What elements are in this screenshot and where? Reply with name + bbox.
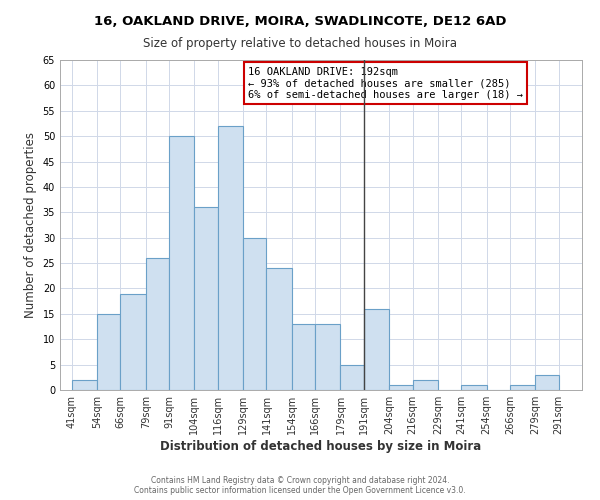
Bar xyxy=(218,126,243,390)
Bar xyxy=(340,364,364,390)
Text: 16 OAKLAND DRIVE: 192sqm
← 93% of detached houses are smaller (285)
6% of semi-d: 16 OAKLAND DRIVE: 192sqm ← 93% of detach… xyxy=(248,66,523,100)
Bar xyxy=(315,324,340,390)
Bar xyxy=(146,258,169,390)
Bar xyxy=(169,136,194,390)
X-axis label: Distribution of detached houses by size in Moira: Distribution of detached houses by size … xyxy=(160,440,482,453)
Text: Size of property relative to detached houses in Moira: Size of property relative to detached ho… xyxy=(143,38,457,51)
Bar xyxy=(510,385,535,390)
Bar xyxy=(535,375,559,390)
Bar xyxy=(121,294,146,390)
Text: Contains HM Land Registry data © Crown copyright and database right 2024.
Contai: Contains HM Land Registry data © Crown c… xyxy=(134,476,466,495)
Bar xyxy=(97,314,121,390)
Bar xyxy=(389,385,413,390)
Bar xyxy=(413,380,438,390)
Bar xyxy=(266,268,292,390)
Bar xyxy=(243,238,266,390)
Text: 16, OAKLAND DRIVE, MOIRA, SWADLINCOTE, DE12 6AD: 16, OAKLAND DRIVE, MOIRA, SWADLINCOTE, D… xyxy=(94,15,506,28)
Bar xyxy=(194,207,218,390)
Bar xyxy=(461,385,487,390)
Bar xyxy=(292,324,315,390)
Bar xyxy=(364,309,389,390)
Bar xyxy=(71,380,97,390)
Y-axis label: Number of detached properties: Number of detached properties xyxy=(24,132,37,318)
